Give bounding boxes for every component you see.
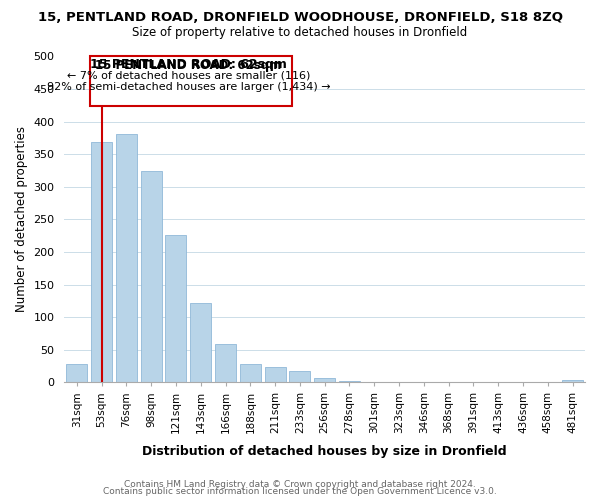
Bar xyxy=(314,378,335,382)
Bar xyxy=(562,380,583,382)
Text: 15 PENTLAND ROAD: 62sqm: 15 PENTLAND ROAD: 62sqm xyxy=(95,59,281,72)
Bar xyxy=(265,368,286,382)
Text: ← 7% of detached houses are smaller (116): ← 7% of detached houses are smaller (116… xyxy=(67,71,310,81)
X-axis label: Distribution of detached houses by size in Dronfield: Distribution of detached houses by size … xyxy=(142,444,507,458)
FancyBboxPatch shape xyxy=(91,56,292,106)
Bar xyxy=(66,364,88,382)
Bar xyxy=(215,344,236,382)
Bar xyxy=(166,235,187,382)
Text: Contains public sector information licensed under the Open Government Licence v3: Contains public sector information licen… xyxy=(103,487,497,496)
Bar xyxy=(240,364,261,382)
Bar xyxy=(91,142,112,382)
Bar xyxy=(190,304,211,382)
Text: 15, PENTLAND ROAD, DRONFIELD WOODHOUSE, DRONFIELD, S18 8ZQ: 15, PENTLAND ROAD, DRONFIELD WOODHOUSE, … xyxy=(37,11,563,24)
Bar xyxy=(140,170,162,382)
Bar xyxy=(339,381,360,382)
Text: Size of property relative to detached houses in Dronfield: Size of property relative to detached ho… xyxy=(133,26,467,39)
Bar xyxy=(289,370,310,382)
Y-axis label: Number of detached properties: Number of detached properties xyxy=(15,126,28,312)
Bar xyxy=(116,134,137,382)
Text: 92% of semi-detached houses are larger (1,434) →: 92% of semi-detached houses are larger (… xyxy=(47,82,330,92)
Text: 15 PENTLAND ROAD: 62sqm: 15 PENTLAND ROAD: 62sqm xyxy=(90,58,287,71)
Text: Contains HM Land Registry data © Crown copyright and database right 2024.: Contains HM Land Registry data © Crown c… xyxy=(124,480,476,489)
